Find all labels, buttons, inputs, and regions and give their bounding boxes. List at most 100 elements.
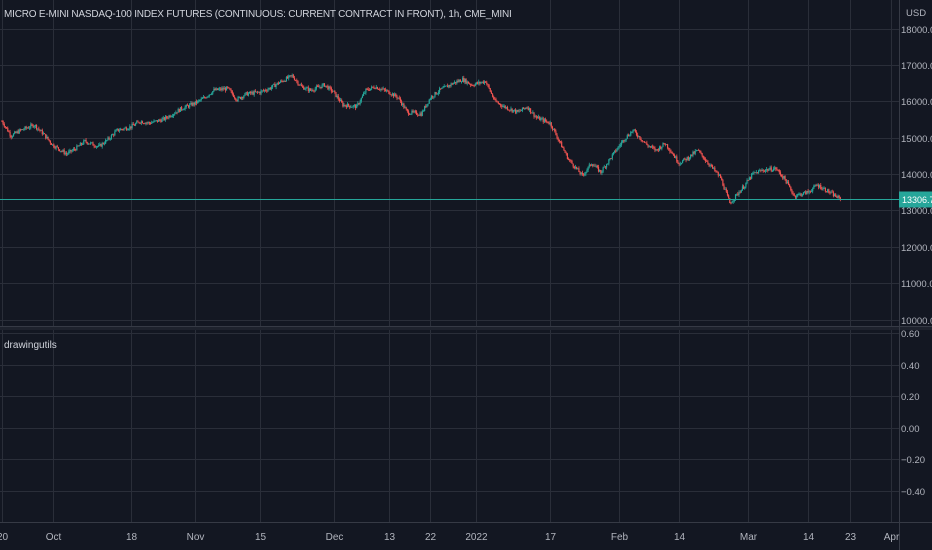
candle-body bbox=[177, 109, 179, 113]
candle-body bbox=[777, 169, 779, 171]
candle-body bbox=[706, 161, 708, 162]
candle-body bbox=[774, 167, 776, 169]
candle-body bbox=[626, 135, 628, 139]
candle-body bbox=[800, 193, 802, 196]
candle-body bbox=[523, 107, 525, 109]
candle-body bbox=[676, 156, 678, 162]
candle-body bbox=[632, 129, 634, 133]
candle-body bbox=[807, 191, 809, 193]
candle-body bbox=[635, 131, 638, 135]
candle-body bbox=[802, 192, 805, 195]
candle-body bbox=[151, 122, 153, 124]
candle-body bbox=[358, 103, 360, 105]
candle-body bbox=[485, 81, 487, 83]
candle-body bbox=[584, 174, 586, 175]
candle-body bbox=[646, 142, 648, 145]
candle-body bbox=[236, 100, 238, 101]
candle-body bbox=[301, 86, 304, 87]
candle-body bbox=[587, 166, 589, 170]
price-axis[interactable]: 18000.00 17000.00 16000.00 15000.00 14000.00… bbox=[901, 8, 932, 327]
candle-body bbox=[511, 108, 513, 112]
candle-body bbox=[170, 116, 172, 118]
candle-body bbox=[813, 185, 815, 189]
price-tick-label: 17000.00 bbox=[901, 61, 932, 72]
candle-body bbox=[124, 127, 126, 129]
candle-body bbox=[339, 100, 342, 102]
candle-body bbox=[56, 146, 58, 148]
candle-body bbox=[691, 154, 693, 156]
candle-body bbox=[816, 184, 818, 186]
candle-body bbox=[548, 123, 550, 124]
candle-body bbox=[212, 91, 214, 94]
candle-body bbox=[298, 84, 300, 86]
candle-body bbox=[392, 93, 395, 97]
candle-body bbox=[354, 105, 357, 109]
candle-body bbox=[88, 143, 91, 145]
candle-body bbox=[718, 175, 721, 176]
candle-body bbox=[781, 174, 783, 177]
candle-body bbox=[357, 103, 359, 105]
candle-body bbox=[672, 153, 674, 156]
time-axis[interactable]: 20 Oct 18 Nov 15 Dec 13 22 2022 17 Feb 14 Mar 14 23 Apr bbox=[0, 532, 900, 543]
candle-body bbox=[315, 86, 317, 89]
candle-body bbox=[20, 129, 23, 131]
candle-body bbox=[775, 167, 777, 170]
candle-body bbox=[630, 132, 632, 136]
candle-body bbox=[413, 111, 415, 113]
candle-body bbox=[65, 153, 68, 155]
candle-body bbox=[726, 191, 729, 196]
candle-body bbox=[482, 81, 484, 84]
candle-body bbox=[679, 163, 681, 165]
candle-body bbox=[174, 113, 176, 115]
candle-body bbox=[549, 122, 551, 124]
candle-body bbox=[197, 100, 199, 104]
candle-body bbox=[41, 130, 43, 135]
candle-body bbox=[592, 164, 594, 166]
candle-body bbox=[162, 117, 164, 119]
candle-body bbox=[219, 88, 221, 90]
candle-body bbox=[585, 171, 587, 175]
candle-body bbox=[662, 143, 664, 147]
candle-body bbox=[739, 192, 741, 194]
candle-body bbox=[769, 167, 771, 170]
candle-body bbox=[83, 140, 85, 145]
candle-body bbox=[76, 145, 78, 151]
candle-body bbox=[360, 98, 362, 102]
indicator-axis[interactable]: 0.60 0.40 0.20 0.00 −0.20 −0.40 bbox=[901, 329, 925, 498]
candle-body bbox=[16, 131, 18, 133]
candle-body bbox=[421, 110, 423, 116]
candle-body bbox=[6, 127, 8, 128]
candle-body bbox=[139, 122, 141, 124]
candle-body bbox=[743, 186, 745, 189]
candle-body bbox=[714, 167, 716, 171]
candle-body bbox=[299, 84, 301, 86]
candle-body bbox=[470, 84, 472, 86]
candle-body bbox=[270, 87, 273, 90]
candle-body bbox=[285, 76, 288, 82]
candle-body bbox=[448, 85, 450, 88]
candle-body bbox=[267, 89, 269, 92]
candle-body bbox=[778, 170, 780, 173]
candle-body bbox=[473, 85, 475, 87]
candle-body bbox=[318, 86, 320, 88]
candle-body bbox=[84, 139, 86, 141]
candle-body bbox=[490, 91, 493, 94]
candle-body bbox=[804, 191, 806, 193]
candle-body bbox=[172, 114, 175, 116]
candle-body bbox=[427, 103, 429, 105]
candle-body bbox=[764, 170, 767, 172]
candle-body bbox=[525, 108, 527, 109]
candle-body bbox=[700, 152, 702, 154]
candle-body bbox=[144, 123, 146, 125]
candle-body bbox=[344, 104, 346, 106]
candle-body bbox=[410, 113, 412, 115]
candle-body bbox=[760, 170, 762, 172]
candle-body bbox=[282, 81, 284, 82]
candle-body bbox=[428, 99, 430, 104]
candle-body bbox=[655, 149, 657, 151]
candle-body bbox=[30, 124, 32, 128]
candle-body bbox=[82, 144, 84, 145]
candle-body bbox=[49, 140, 51, 144]
